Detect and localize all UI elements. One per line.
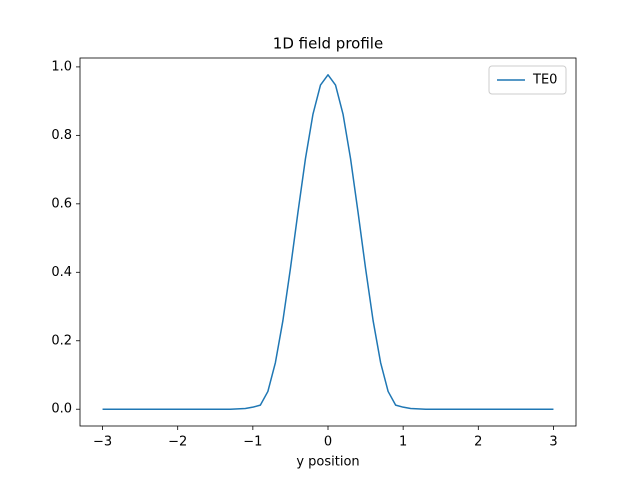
x-tick-label: 1 bbox=[399, 435, 407, 450]
chart-title: 1D field profile bbox=[273, 35, 383, 53]
line bbox=[102, 74, 554, 410]
x-axis-label: y position bbox=[296, 455, 359, 470]
y-tick-label: 0.8 bbox=[51, 128, 72, 143]
x-tick-label: −1 bbox=[243, 435, 262, 450]
x-tick-label: 0 bbox=[324, 435, 332, 450]
axes-frame bbox=[79, 57, 577, 427]
legend-label: TE0 bbox=[532, 73, 557, 88]
y-tick-label: 0.4 bbox=[51, 265, 72, 280]
y-tick-label: 0.2 bbox=[51, 333, 72, 348]
y-tick-label: 0.0 bbox=[51, 402, 72, 417]
x-tick-label: −2 bbox=[168, 435, 187, 450]
x-tick-label: 3 bbox=[549, 435, 557, 450]
legend-box bbox=[488, 65, 567, 95]
y-tick-label: 0.6 bbox=[51, 196, 72, 211]
y-tick-label: 1.0 bbox=[51, 59, 72, 74]
x-tick-label: −3 bbox=[93, 435, 112, 450]
x-tick-label: 2 bbox=[474, 435, 482, 450]
